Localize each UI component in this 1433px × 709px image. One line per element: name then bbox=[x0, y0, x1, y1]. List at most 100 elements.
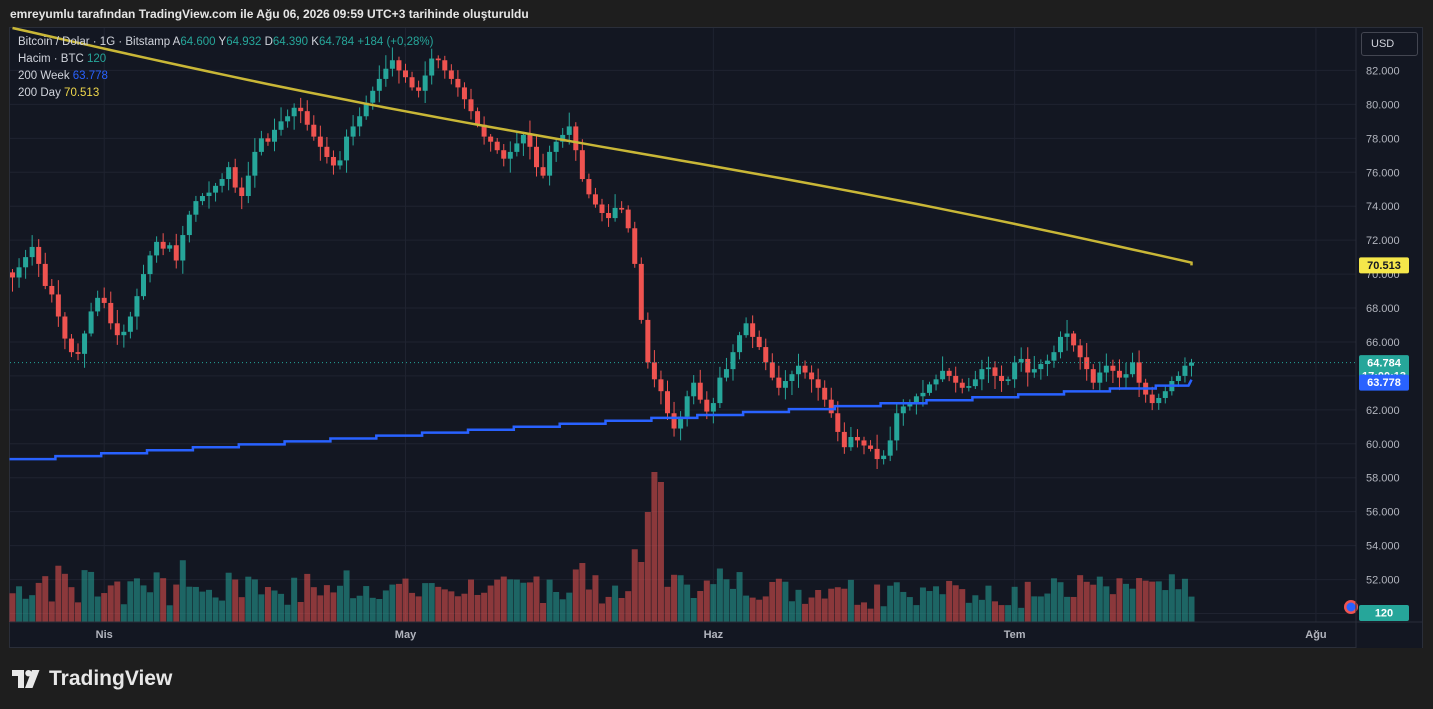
candle-body bbox=[1149, 394, 1155, 404]
candle bbox=[665, 380, 670, 421]
candle bbox=[193, 195, 199, 222]
volume-bar bbox=[271, 590, 278, 622]
candle bbox=[363, 95, 369, 120]
candle bbox=[887, 426, 893, 462]
volume-bar bbox=[1037, 596, 1044, 622]
candle bbox=[49, 279, 55, 303]
volume-bar bbox=[173, 584, 180, 622]
candle-body bbox=[887, 440, 893, 456]
candle-body bbox=[350, 126, 356, 137]
volume-bar bbox=[284, 604, 291, 622]
legend-ma-week-row[interactable]: 200 Week 63.778 bbox=[18, 68, 433, 85]
candle-body bbox=[396, 60, 402, 71]
candle-body bbox=[363, 102, 369, 117]
candle-body bbox=[933, 379, 939, 385]
candle-body bbox=[416, 87, 422, 91]
candle-body bbox=[822, 387, 828, 400]
volume-bar bbox=[900, 591, 907, 622]
candle bbox=[134, 288, 140, 330]
candle-body bbox=[723, 369, 729, 378]
candle bbox=[776, 365, 782, 396]
candle-body bbox=[10, 272, 15, 278]
candle-body bbox=[213, 185, 219, 193]
volume-bar bbox=[219, 600, 226, 622]
candle bbox=[868, 440, 874, 452]
legend-ma-day-row[interactable]: 200 Day 70.513 bbox=[18, 85, 433, 102]
volume-bar bbox=[494, 579, 501, 622]
candle bbox=[186, 210, 192, 243]
volume-bar bbox=[1155, 581, 1162, 622]
candle-body bbox=[337, 160, 343, 166]
candle bbox=[16, 258, 22, 288]
volume-bar bbox=[48, 601, 55, 622]
candle bbox=[403, 63, 408, 83]
volume-bar bbox=[756, 599, 763, 622]
y-tick-label: 80.000 bbox=[1366, 99, 1400, 111]
volume-bar bbox=[978, 599, 985, 622]
candle-body bbox=[311, 124, 317, 137]
candle bbox=[154, 236, 160, 263]
candle bbox=[979, 359, 985, 391]
candle bbox=[710, 397, 716, 424]
candle-body bbox=[442, 60, 448, 71]
volume-bar bbox=[35, 582, 42, 622]
candle bbox=[566, 112, 572, 145]
candle-body bbox=[344, 136, 350, 161]
volume-bar bbox=[599, 603, 605, 622]
candle-body bbox=[737, 335, 743, 353]
candle-body bbox=[691, 382, 697, 397]
volume-bar bbox=[579, 563, 586, 622]
candle-body bbox=[743, 323, 749, 336]
candle bbox=[645, 312, 651, 369]
candle-body bbox=[507, 151, 513, 159]
volume-bar bbox=[1136, 578, 1143, 622]
candle bbox=[442, 55, 448, 79]
currency-button[interactable]: USD bbox=[1361, 32, 1418, 56]
volume-badge-text: 120 bbox=[1375, 608, 1393, 620]
volume-bar bbox=[278, 593, 285, 622]
volume-bar bbox=[88, 571, 95, 622]
volume-bar bbox=[428, 583, 435, 622]
volume-bar bbox=[382, 590, 389, 622]
chart-frame[interactable] bbox=[9, 27, 1423, 648]
y-tick-label: 82.000 bbox=[1366, 65, 1400, 77]
candle-body bbox=[566, 126, 572, 135]
candle bbox=[691, 375, 697, 405]
candle bbox=[114, 309, 120, 345]
volume-bar bbox=[730, 588, 736, 622]
candle-body bbox=[160, 241, 166, 249]
candle-body bbox=[95, 297, 101, 312]
volume-bar bbox=[415, 596, 422, 622]
volume-bar bbox=[337, 585, 343, 622]
candle-body bbox=[1162, 391, 1168, 398]
candle bbox=[1156, 393, 1162, 410]
volume-bar bbox=[153, 572, 160, 622]
volume-bar bbox=[304, 573, 311, 622]
candle-body bbox=[894, 413, 900, 441]
ma-week-price-badge[interactable]: 63.778 bbox=[1359, 374, 1409, 391]
volume-bar bbox=[1024, 581, 1031, 622]
candle-body bbox=[121, 331, 127, 336]
candle bbox=[324, 137, 330, 164]
ma-day-price-badge[interactable]: 70.513 bbox=[1359, 257, 1409, 274]
legend-volume-row[interactable]: Hacim · BTC 120 bbox=[18, 51, 433, 68]
candle-body bbox=[776, 377, 782, 388]
volume-bar bbox=[147, 592, 154, 622]
candle bbox=[330, 150, 336, 175]
volume-bar bbox=[671, 574, 678, 622]
candle bbox=[822, 380, 828, 407]
legend-symbol[interactable]: Bitcoin / Dolar · 1G · Bitstamp bbox=[18, 36, 171, 48]
candle bbox=[959, 378, 965, 394]
tradingview-logo[interactable]: TradingView bbox=[12, 667, 172, 691]
candle-body bbox=[868, 445, 874, 449]
ma-200-week-line bbox=[9, 379, 1193, 461]
candle bbox=[101, 287, 107, 309]
candle bbox=[1175, 371, 1181, 387]
volume-badge[interactable]: 120 bbox=[1359, 605, 1409, 621]
candle-body bbox=[547, 151, 553, 176]
candle-body bbox=[999, 375, 1005, 382]
candle bbox=[651, 350, 657, 388]
volume-bar bbox=[206, 589, 212, 622]
candle-body bbox=[972, 379, 978, 387]
